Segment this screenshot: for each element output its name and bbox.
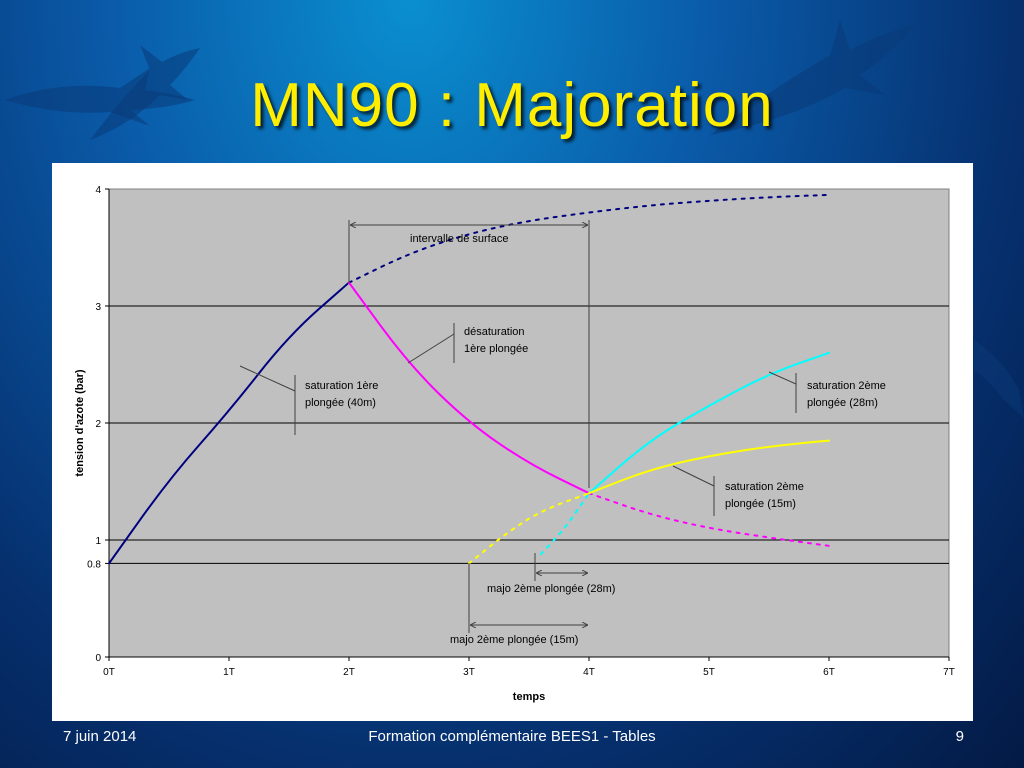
majo-28-label: majo 2ème plongée (28m) [487, 583, 615, 595]
x-tick-label-3: 3T [463, 667, 475, 678]
x-tick-label-1: 1T [223, 667, 235, 678]
shark-silhouette-right [710, 20, 915, 135]
annotation-layer: intervalle de surface désaturation 1ère … [239, 220, 886, 646]
interval-label: intervalle de surface [410, 233, 508, 245]
chart-panel: 0 0.8 1 2 3 4 0T 1T 2T 3T 4T 5T 6T 7T intervalle de s… [52, 163, 973, 721]
x-tick-label-0: 0T [103, 667, 115, 678]
chart: 0 0.8 1 2 3 4 0T 1T 2T 3T 4T 5T 6T 7T intervalle de s… [74, 185, 955, 703]
shark-silhouette-center [90, 45, 200, 140]
x-tick-label-5: 5T [703, 667, 715, 678]
slide-title: MN90 : Majoration [250, 71, 774, 140]
sat2-28-pointer [768, 371, 797, 385]
series-line-desat1-cont [588, 492, 830, 547]
y-tick-label-4: 3 [95, 302, 101, 313]
desat1-label-line2: 1ère plongée [464, 343, 528, 355]
series-line-sat2-15m [588, 439, 830, 495]
series-line-sat2-28m [588, 351, 830, 495]
grid-layer [109, 305, 949, 564]
y-tick-label-0: 0 [95, 653, 101, 664]
x-tick-label-7: 7T [943, 667, 955, 678]
majo-15-label: majo 2ème plongée (15m) [450, 634, 578, 646]
series-line-majo-28m [540, 492, 590, 556]
y-tick-label-1: 0.8 [87, 559, 101, 570]
x-axis-title: temps [513, 691, 545, 703]
series-line-sat1 [108, 281, 350, 565]
sat2-28-label-line2: plongée (28m) [807, 397, 878, 409]
shark-silhouette-bottom-right [974, 340, 1024, 418]
sat2-15-pointer [672, 465, 715, 487]
sat2-15-label-line2: plongée (15m) [725, 498, 796, 510]
desat1-label-line1: désaturation [464, 326, 525, 338]
x-tick-label-2: 2T [343, 667, 355, 678]
sat2-15-label-line1: saturation 2ème [725, 481, 804, 493]
x-tick-label-4: 4T [583, 667, 595, 678]
series-layer [108, 193, 830, 565]
y-tick-label-5: 4 [95, 185, 101, 196]
sat1-pointer [239, 365, 296, 392]
y-axis-title: tension d'azote (bar) [74, 369, 86, 476]
series-line-desat1 [348, 281, 590, 495]
footer-title: Formation complémentaire BEES1 - Tables [368, 728, 656, 745]
axis-layer: 0 0.8 1 2 3 4 0T 1T 2T 3T 4T 5T 6T 7T [87, 185, 955, 678]
y-tick-label-3: 2 [95, 419, 101, 430]
footer-date: 7 juin 2014 [63, 728, 137, 745]
desat1-pointer [407, 333, 455, 364]
sat1-label-line2: plongée (40m) [305, 397, 376, 409]
series-line-majo-15m [468, 492, 590, 565]
sat1-label-line1: saturation 1ère [305, 380, 378, 392]
x-tick-label-6: 6T [823, 667, 835, 678]
series-line-sat1-cont [348, 193, 830, 284]
sat2-28-label-line1: saturation 2ème [807, 380, 886, 392]
y-tick-label-2: 1 [95, 536, 101, 547]
page-number: 9 [955, 728, 964, 745]
shark-silhouette-left [5, 68, 195, 126]
